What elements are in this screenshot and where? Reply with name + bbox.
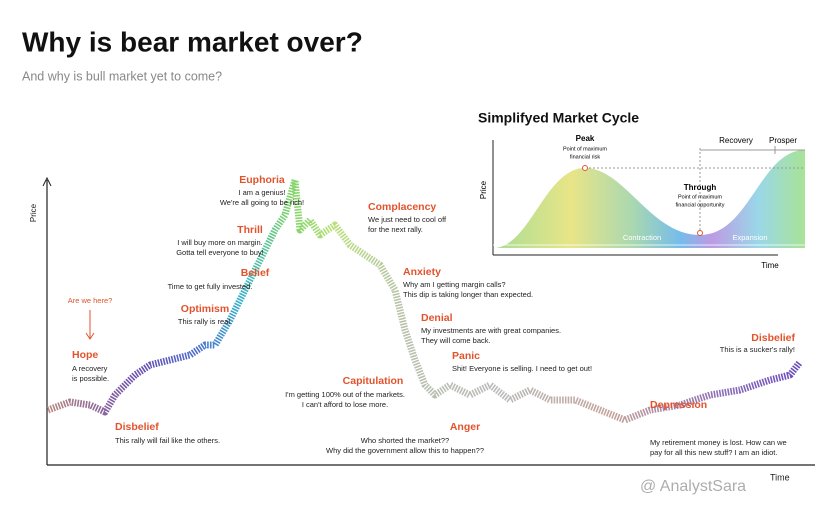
phase-label: Denial: [421, 312, 453, 324]
y-axis-label: Price: [29, 203, 38, 222]
phase-caption: I am a genius!: [238, 188, 285, 197]
phase-caption: My retirement money is lost. How can we: [650, 438, 787, 447]
cycle-area: [493, 150, 805, 248]
phase-label: Disbelief: [751, 332, 795, 344]
peak-caption: financial risk: [570, 154, 601, 160]
phase-label: Complacency: [368, 201, 436, 213]
phase-label: Panic: [452, 350, 480, 362]
phase-caption: pay for all this new stuff? I am an idio…: [650, 448, 777, 457]
inset: Simplifyed Market Cycle Peak Point of ma…: [478, 110, 805, 270]
phase-caption: Shit! Everyone is selling. I need to get…: [452, 364, 592, 373]
phase-caption: A recovery: [72, 364, 108, 373]
inset-title: Simplifyed Market Cycle: [478, 110, 639, 126]
phase-caption: I'm getting 100% out of the markets.: [285, 390, 405, 399]
recovery-label: Recovery: [719, 136, 753, 145]
phase-caption: for the next rally.: [368, 225, 423, 234]
annotation: Are we here?: [68, 296, 113, 305]
phase-label: Depression: [650, 399, 707, 411]
watermark: @ AnalystSara: [640, 478, 746, 495]
axis-arrow: [42, 176, 52, 187]
peak-dot: [582, 165, 588, 171]
phase-caption: Why did the government allow this to hap…: [326, 446, 484, 455]
peak-caption: Point of maximum: [563, 146, 607, 152]
phase-label: Disbelief: [115, 421, 159, 433]
phase-caption: is possible.: [72, 374, 109, 383]
prosper-label: Prosper: [769, 136, 797, 145]
phase-label: Belief: [241, 267, 270, 279]
expansion-label: Expansion: [732, 233, 767, 242]
phase-caption: We just need to cool off: [368, 215, 447, 224]
phase-caption: Gotta tell everyone to buy!: [176, 248, 264, 257]
subtitle: And why is bull market yet to come?: [22, 69, 222, 83]
x-axis-label: Time: [770, 472, 790, 482]
title: Why is bear market over?: [22, 26, 363, 57]
phase-caption: I will buy more on margin.: [177, 238, 262, 247]
phase-label: Capitulation: [343, 375, 404, 387]
phase-caption: Who shorted the market??: [361, 436, 449, 445]
phase-label: Euphoria: [239, 174, 285, 186]
phase-caption: This rally is real.: [178, 317, 232, 326]
through-caption: financial opportunity: [676, 202, 725, 208]
phase-label: Optimism: [181, 303, 229, 315]
through-dot: [697, 230, 703, 236]
phase-caption: My investments are with great companies.: [421, 326, 561, 335]
annotation-arrow: [85, 310, 95, 340]
contraction-label: Contraction: [623, 233, 661, 242]
phase-label: Thrill: [237, 224, 263, 236]
inset-x-label: Time: [761, 261, 779, 270]
phase-label: Anxiety: [403, 266, 441, 278]
phase-caption: This is a sucker's rally!: [720, 345, 795, 354]
peak-label: Peak: [576, 134, 595, 143]
phase-caption: I can't afford to lose more.: [302, 400, 388, 409]
phase-label: Anger: [450, 421, 480, 433]
through-label: Through: [684, 183, 717, 192]
phase-caption: We're all going to be rich!: [220, 198, 304, 207]
phase-label: Hope: [72, 349, 98, 361]
phase-caption: Time to get fully invested.: [168, 282, 253, 291]
phase-caption: This dip is taking longer than expected.: [403, 290, 533, 299]
phase-caption: They will come back.: [421, 336, 491, 345]
phase-caption: This rally will fail like the others.: [115, 436, 220, 445]
phase-caption: Why am I getting margin calls?: [403, 280, 506, 289]
through-caption: Point of maximum: [678, 194, 722, 200]
inset-y-label: Price: [479, 180, 488, 199]
